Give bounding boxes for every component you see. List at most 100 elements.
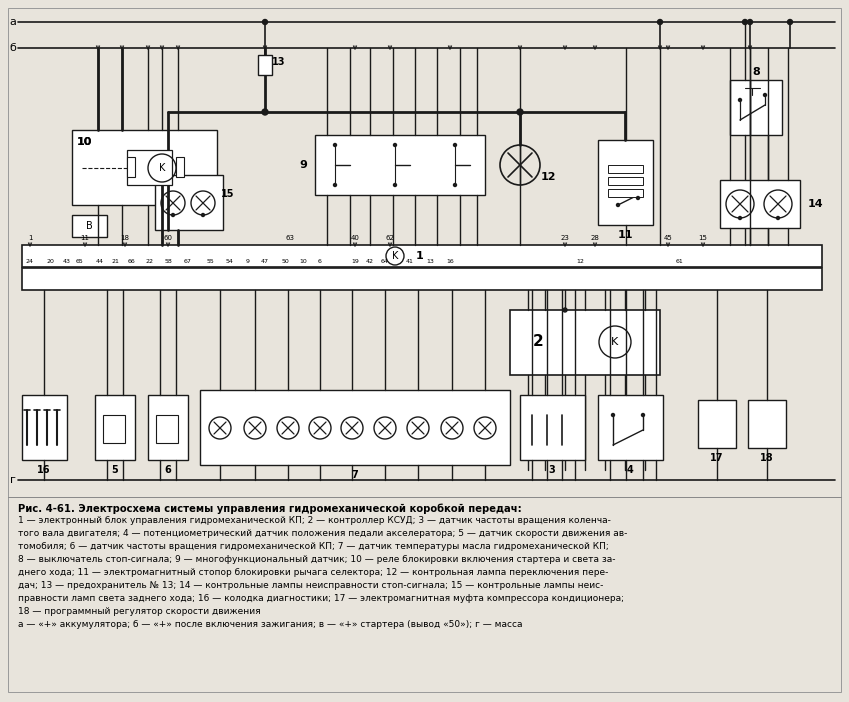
- Text: 66: 66: [128, 259, 136, 264]
- Text: 23: 23: [560, 235, 570, 241]
- Circle shape: [616, 204, 620, 206]
- Text: 1: 1: [28, 235, 32, 241]
- Circle shape: [453, 183, 457, 187]
- Text: 11: 11: [617, 230, 633, 240]
- Text: 13: 13: [273, 57, 286, 67]
- Text: 17: 17: [711, 453, 723, 463]
- Text: 5: 5: [111, 465, 118, 475]
- Text: 22: 22: [146, 259, 154, 264]
- Text: 9: 9: [246, 259, 250, 264]
- Circle shape: [171, 213, 175, 216]
- Circle shape: [517, 109, 523, 115]
- Text: 44: 44: [96, 259, 104, 264]
- Text: 10: 10: [299, 259, 306, 264]
- Text: 8 — выключатель стоп-сигнала; 9 — многофункциональный датчик; 10 — реле блокиров: 8 — выключатель стоп-сигнала; 9 — многоф…: [18, 555, 616, 564]
- Text: 14: 14: [808, 199, 824, 209]
- Bar: [720, 180, 800, 228]
- Circle shape: [563, 308, 567, 312]
- Text: 16: 16: [446, 259, 454, 264]
- Text: 67: 67: [184, 259, 192, 264]
- Bar: [127, 157, 135, 177]
- Text: 45: 45: [664, 235, 672, 241]
- Text: 16: 16: [37, 465, 51, 475]
- Text: 7: 7: [351, 470, 358, 480]
- Bar: [608, 177, 643, 185]
- Bar: [22, 395, 67, 460]
- Text: 15: 15: [699, 235, 707, 241]
- Text: 8: 8: [752, 67, 760, 77]
- Bar: [22, 245, 822, 267]
- Text: В: В: [86, 221, 93, 231]
- Circle shape: [201, 213, 205, 216]
- Text: 18: 18: [760, 453, 773, 463]
- Text: 15: 15: [222, 189, 235, 199]
- Bar: [510, 310, 660, 375]
- Text: 18 — программный регулятор скорости движения: 18 — программный регулятор скорости движ…: [18, 607, 261, 616]
- Circle shape: [637, 197, 639, 199]
- Bar: [95, 395, 135, 460]
- Text: 55: 55: [206, 259, 214, 264]
- Text: 58: 58: [164, 259, 171, 264]
- Text: а — «+» аккумулятора; б — «+» после включения зажигания; в — «+» стартера (вывод: а — «+» аккумулятора; б — «+» после вклю…: [18, 620, 522, 629]
- Text: 13: 13: [426, 259, 434, 264]
- Text: 3: 3: [548, 465, 555, 475]
- Text: 64: 64: [381, 259, 389, 264]
- Text: дач; 13 — предохранитель № 13; 14 — контрольные лампы неисправности стоп-сигнала: дач; 13 — предохранитель № 13; 14 — конт…: [18, 581, 604, 590]
- Circle shape: [739, 98, 741, 102]
- Bar: [258, 55, 272, 75]
- Bar: [72, 130, 217, 205]
- Text: K: K: [611, 337, 619, 347]
- Text: Рис. 4-61. Электросхема системы управления гидромеханической коробкой передач:: Рис. 4-61. Электросхема системы управлен…: [18, 504, 522, 515]
- Text: 40: 40: [351, 235, 359, 241]
- Bar: [730, 80, 782, 135]
- Text: 28: 28: [591, 235, 599, 241]
- Bar: [598, 140, 653, 225]
- Circle shape: [739, 216, 741, 220]
- Circle shape: [393, 183, 396, 187]
- Circle shape: [657, 20, 662, 25]
- Text: 1 — электронный блок управления гидромеханической КП; 2 — контроллер КСУД; 3 — д: 1 — электронный блок управления гидромех…: [18, 516, 611, 525]
- Text: 9: 9: [299, 160, 307, 170]
- Circle shape: [453, 143, 457, 147]
- Text: днего хода; 11 — электромагнитный стопор блокировки рычага селектора; 12 — контр: днего хода; 11 — электромагнитный стопор…: [18, 568, 609, 577]
- Text: того вала двигателя; 4 — потенциометрический датчик положения педали акселератор: того вала двигателя; 4 — потенциометриче…: [18, 529, 627, 538]
- Bar: [200, 390, 510, 465]
- Text: 12: 12: [576, 259, 584, 264]
- Text: K: K: [159, 163, 166, 173]
- Text: 41: 41: [406, 259, 414, 264]
- Text: 1: 1: [416, 251, 424, 261]
- Circle shape: [747, 20, 752, 25]
- Text: 61: 61: [676, 259, 684, 264]
- Text: 19: 19: [351, 259, 359, 264]
- Text: 43: 43: [63, 259, 71, 264]
- Text: 6: 6: [165, 465, 171, 475]
- Text: 18: 18: [121, 235, 130, 241]
- Text: 6: 6: [318, 259, 322, 264]
- Bar: [748, 400, 786, 448]
- Text: 42: 42: [366, 259, 374, 264]
- Bar: [315, 135, 485, 195]
- Circle shape: [611, 413, 615, 416]
- Circle shape: [334, 143, 336, 147]
- Circle shape: [642, 413, 644, 416]
- Text: 50: 50: [281, 259, 289, 264]
- Text: б: б: [9, 43, 16, 53]
- Bar: [156, 415, 178, 443]
- Text: правности ламп света заднего хода; 16 — колодка диагностики; 17 — электромагнитн: правности ламп света заднего хода; 16 — …: [18, 594, 624, 603]
- Bar: [148, 395, 188, 460]
- Text: K: K: [391, 251, 398, 261]
- Text: 10: 10: [76, 137, 92, 147]
- Bar: [127, 150, 172, 185]
- Bar: [608, 189, 643, 197]
- Text: 60: 60: [164, 235, 172, 241]
- Circle shape: [763, 93, 767, 96]
- Text: 62: 62: [385, 235, 395, 241]
- Text: 11: 11: [81, 235, 89, 241]
- Bar: [176, 157, 184, 177]
- Bar: [520, 395, 585, 460]
- Text: 54: 54: [226, 259, 234, 264]
- Circle shape: [262, 20, 267, 25]
- Bar: [698, 400, 736, 448]
- Circle shape: [777, 216, 779, 220]
- Bar: [608, 165, 643, 173]
